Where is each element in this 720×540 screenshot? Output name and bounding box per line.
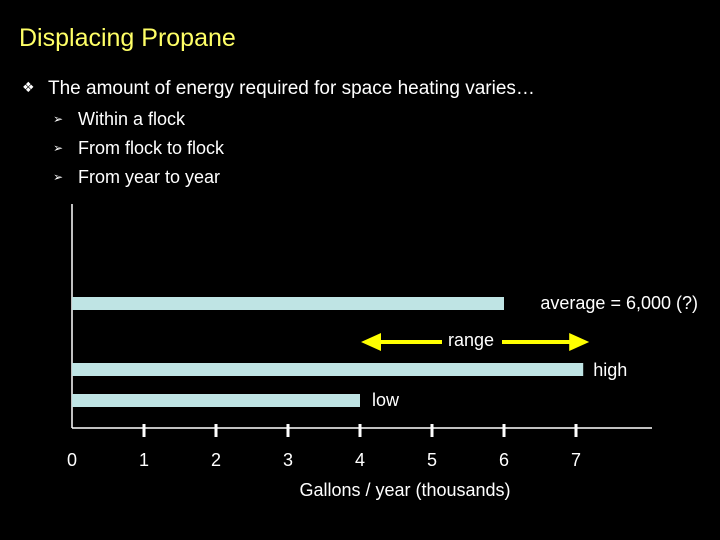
arrowhead-bullet-icon: ➢: [53, 170, 64, 184]
range-label-backdrop: [442, 328, 502, 352]
main-bullet-text: The amount of energy required for space …: [48, 78, 535, 99]
x-tick-label: 6: [499, 450, 509, 470]
bar-average: [72, 297, 504, 310]
x-tick-label: 7: [571, 450, 581, 470]
main-bullet: ❖ The amount of energy required for space…: [22, 78, 535, 100]
x-tick-label: 3: [283, 450, 293, 470]
bar-low: [72, 394, 360, 407]
x-tick-label: 4: [355, 450, 365, 470]
bar-label: high: [593, 360, 627, 380]
x-tick-label: 1: [139, 450, 149, 470]
arrowhead-bullet-icon: ➢: [53, 141, 64, 155]
diamond-bullet-icon: ❖: [22, 79, 35, 95]
sub-bullet-year-to-year: ➢ From year to year: [53, 167, 220, 188]
x-tick-label: 2: [211, 450, 221, 470]
x-tick-label: 5: [427, 450, 437, 470]
sub-bullet-within-flock: ➢ Within a flock: [53, 109, 185, 130]
sub-bullet-text: From year to year: [78, 167, 221, 187]
sub-bullet-text: Within a flock: [78, 109, 186, 129]
range-arrow-left-head: [361, 333, 381, 351]
bar-high: [72, 363, 584, 376]
slide-title: Displacing Propane: [19, 24, 236, 52]
arrowhead-bullet-icon: ➢: [53, 112, 64, 126]
x-tick-label: 0: [67, 450, 77, 470]
range-label: range: [448, 330, 494, 350]
bar-label: low: [372, 390, 400, 410]
bar-label: average = 6,000 (?): [540, 293, 698, 313]
range-arrow-right-head: [569, 333, 590, 351]
x-axis-label: Gallons / year (thousands): [299, 480, 510, 500]
sub-bullet-flock-to-flock: ➢ From flock to flock: [53, 138, 224, 159]
sub-bullet-text: From flock to flock: [78, 138, 225, 158]
